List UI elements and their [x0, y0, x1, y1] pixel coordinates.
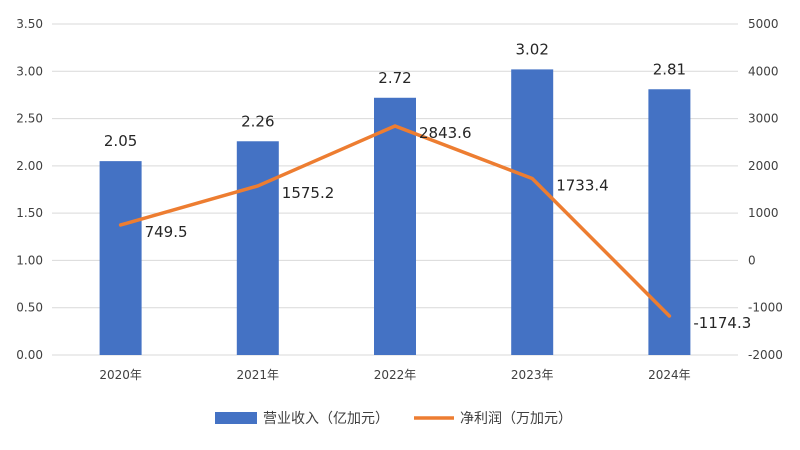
- line-data-label: 1575.2: [282, 184, 335, 202]
- line-data-labels: 749.5 1575.2 2843.6 1733.4 -1174.3: [145, 124, 752, 332]
- line-data-label: -1174.3: [693, 314, 751, 332]
- bar: [648, 89, 691, 356]
- x-tick-label: 2022年: [374, 368, 417, 382]
- bar-data-labels: 2.05 2.26 2.72 3.02 2.81: [104, 40, 686, 150]
- left-axis-ticks: 0.00 0.50 1.00 1.50 2.00 2.50 3.00 3.50: [16, 17, 43, 362]
- bar: [374, 97, 416, 355]
- legend-label-line: 净利润（万加元）: [460, 411, 572, 427]
- left-tick-label: 2.50: [16, 112, 43, 126]
- bar-data-label: 3.02: [515, 40, 548, 58]
- right-tick-label: 0: [748, 253, 756, 267]
- right-tick-label: 3000: [748, 112, 779, 126]
- bar-series: [99, 69, 691, 356]
- bar-data-label: 2.05: [104, 132, 137, 150]
- bar-data-label: 2.81: [653, 60, 686, 78]
- right-tick-label: 5000: [748, 17, 779, 31]
- bar: [236, 141, 279, 355]
- right-tick-label: 2000: [748, 159, 779, 173]
- x-tick-label: 2024年: [648, 368, 691, 382]
- x-axis-ticks: 2020年 2021年 2022年 2023年 2024年: [99, 368, 690, 382]
- right-axis-ticks: -2000 -1000 0 1000 2000 3000 4000 5000: [748, 17, 783, 362]
- right-tick-label: -1000: [748, 301, 783, 315]
- x-tick-label: 2021年: [237, 368, 280, 382]
- bar-data-label: 2.72: [378, 69, 411, 87]
- line-data-label: 2843.6: [419, 124, 472, 142]
- right-tick-label: 4000: [748, 64, 779, 78]
- x-tick-label: 2023年: [511, 368, 554, 382]
- right-tick-label: 1000: [748, 206, 779, 220]
- left-tick-label: 1.50: [16, 206, 43, 220]
- left-tick-label: 3.50: [16, 17, 43, 31]
- legend: 营业收入（亿加元） 净利润（万加元）: [215, 411, 572, 427]
- bar: [99, 161, 142, 355]
- left-tick-label: 1.00: [16, 253, 43, 267]
- left-tick-label: 2.00: [16, 159, 43, 173]
- x-tick-label: 2020年: [99, 368, 142, 382]
- legend-swatch-bar: [215, 412, 257, 424]
- legend-label-bar: 营业收入（亿加元）: [263, 411, 389, 427]
- line-series: [118, 124, 672, 318]
- right-tick-label: -2000: [748, 348, 783, 362]
- bar-data-label: 2.26: [241, 112, 274, 130]
- line-data-label: 1733.4: [556, 176, 609, 194]
- left-tick-label: 0.00: [16, 348, 43, 362]
- bar: [511, 69, 554, 355]
- left-tick-label: 3.00: [16, 64, 43, 78]
- left-tick-label: 0.50: [16, 301, 43, 315]
- line-data-label: 749.5: [145, 223, 188, 241]
